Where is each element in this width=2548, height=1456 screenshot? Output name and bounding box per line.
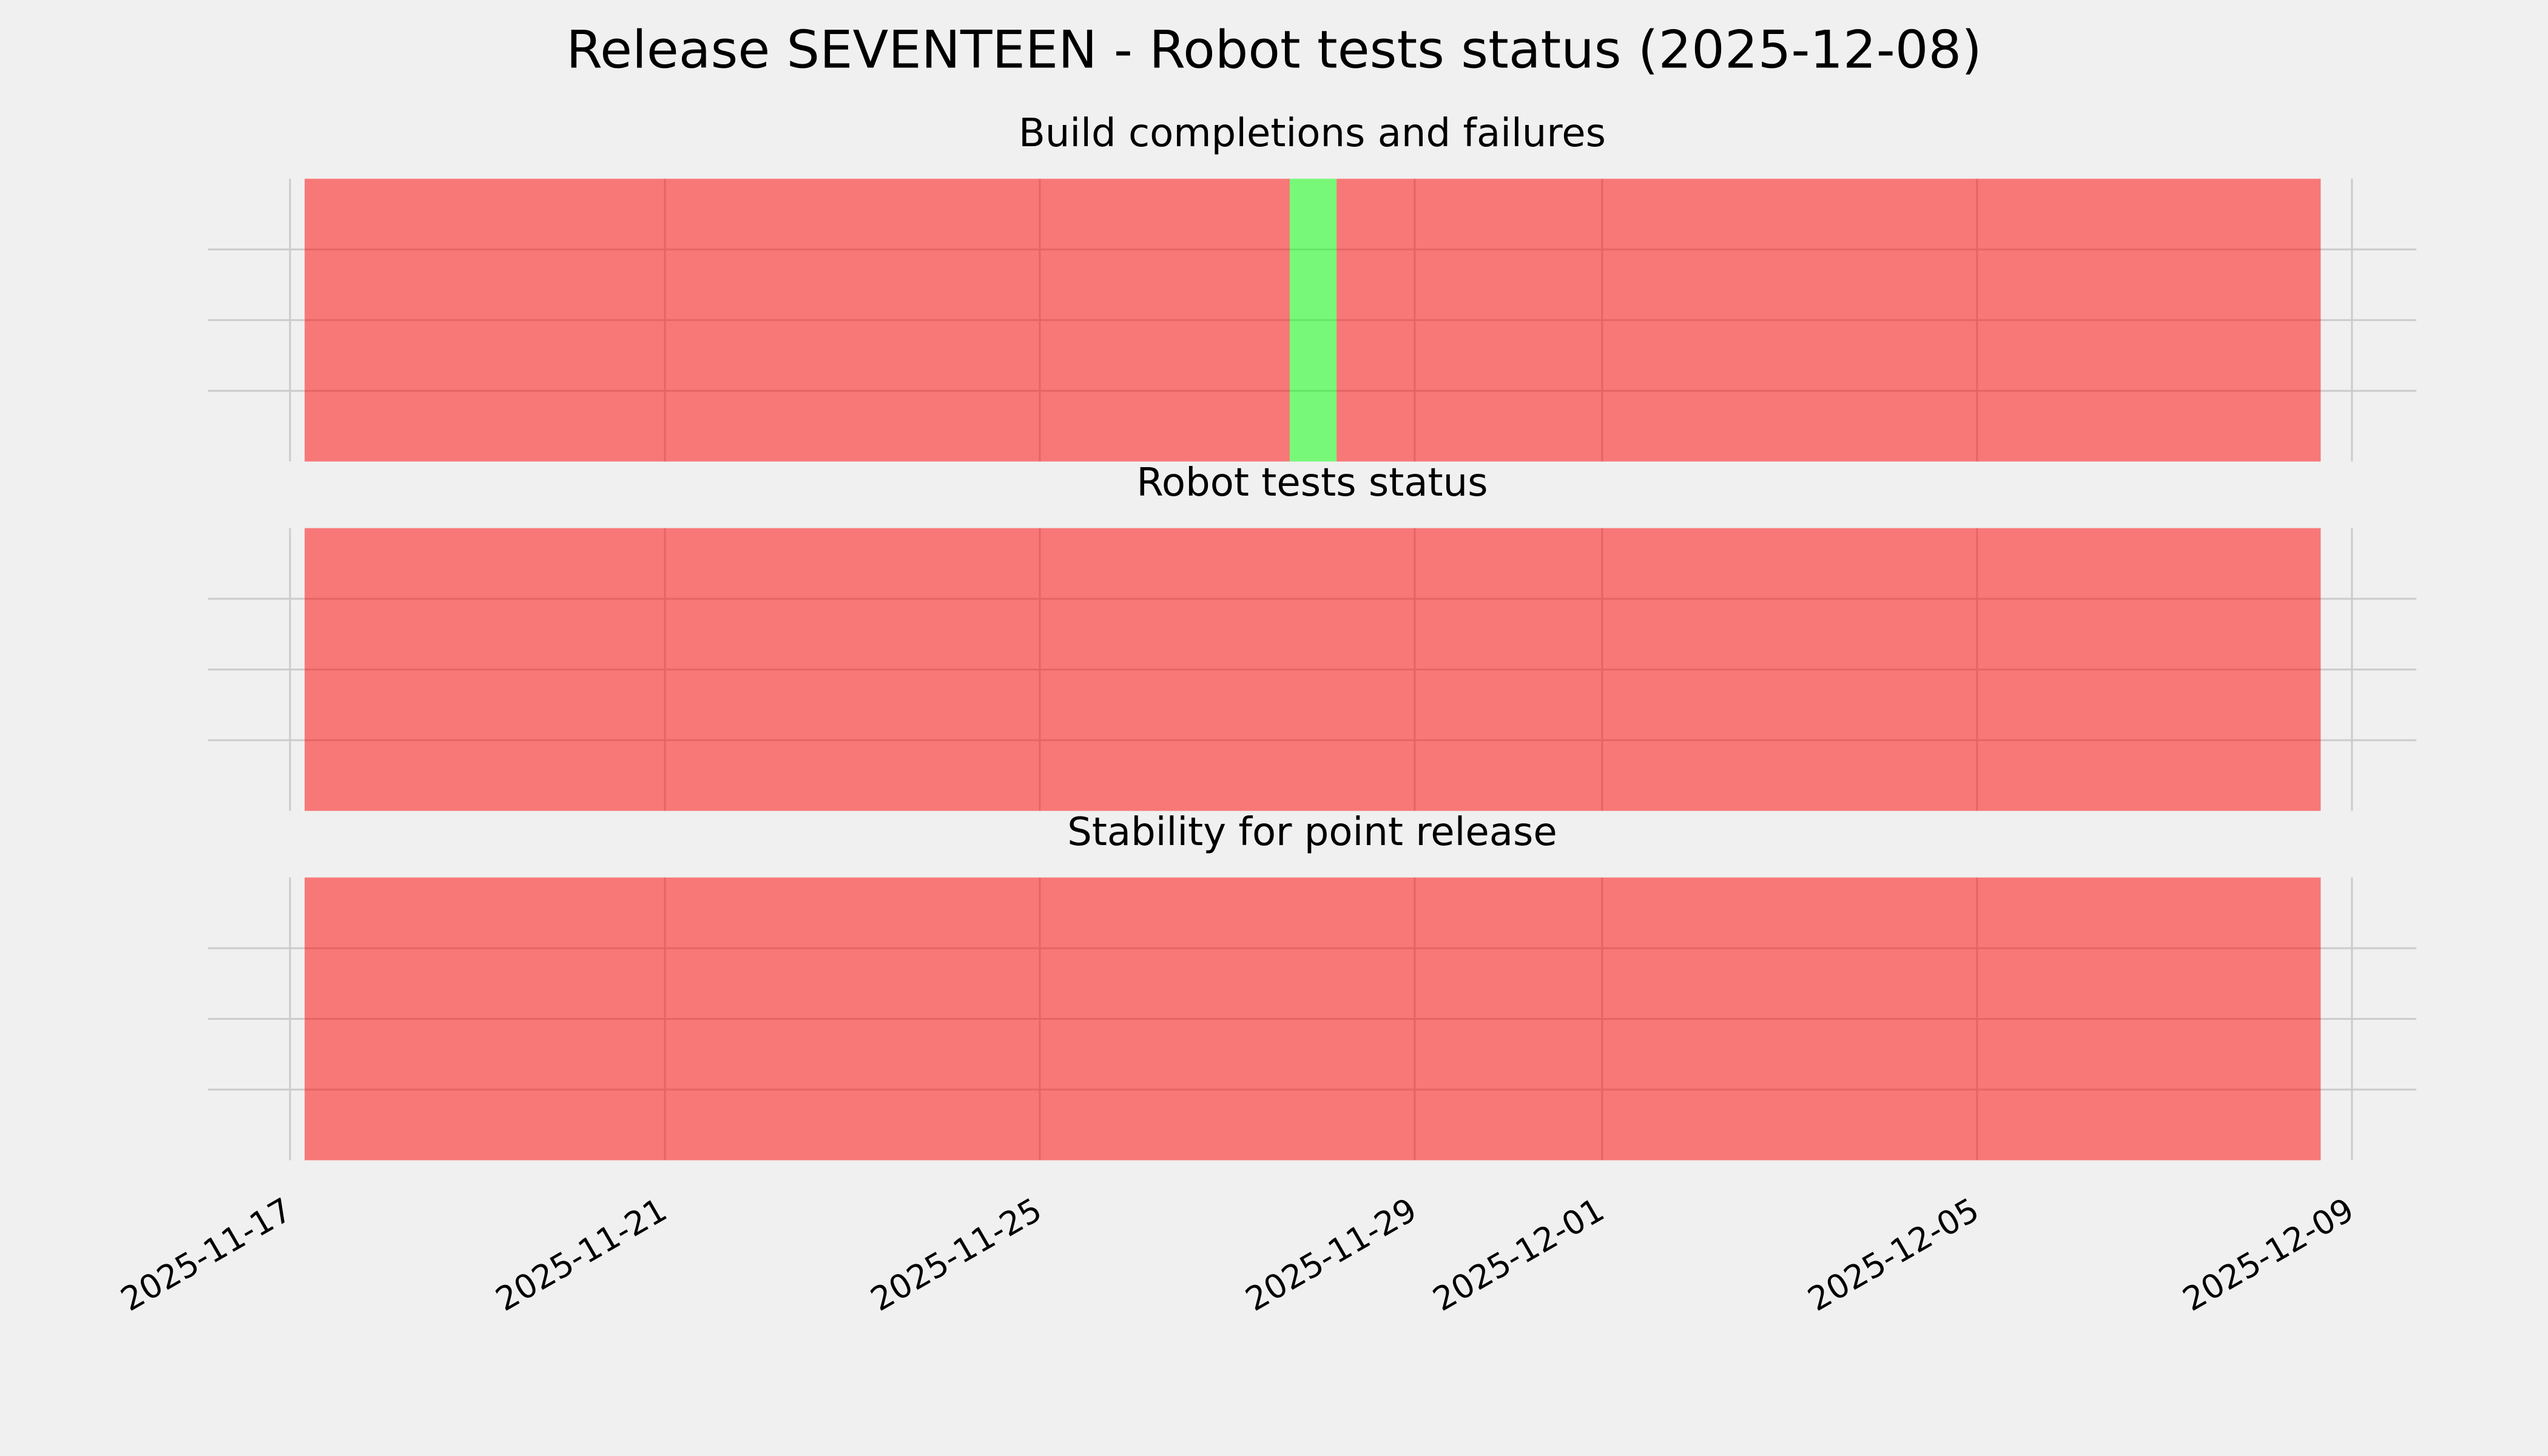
status-segment — [1336, 178, 2321, 462]
subplot-title: Build completions and failures — [1019, 111, 1606, 156]
status-segment — [305, 877, 2321, 1161]
subplot-title: Stability for point release — [1067, 810, 1557, 855]
status-segment — [1289, 178, 1337, 462]
status-segment — [305, 528, 2321, 811]
subplot-title: Robot tests status — [1136, 460, 1488, 505]
chart-title: Release SEVENTEEN - Robot tests status (… — [566, 19, 1982, 80]
status-segment — [305, 178, 1290, 462]
